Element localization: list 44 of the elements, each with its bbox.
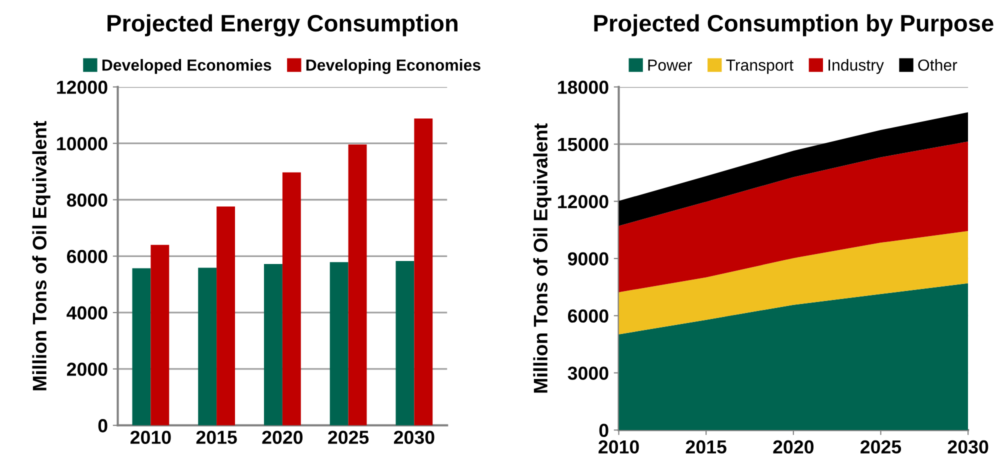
chart-title: Projected Consumption by Purpose (594, 14, 994, 36)
y-tick-label: 3000 (568, 366, 608, 380)
y-axis-title: Million Tons of Oil Equivalent (533, 123, 552, 393)
y-tick-label: 0 (599, 424, 608, 438)
y-tick-label: 4000 (66, 306, 108, 320)
legend-label: Other (918, 59, 958, 71)
chart-title: Projected Energy Consumption (108, 14, 458, 36)
bar (264, 264, 282, 426)
x-tick-label: 2030 (394, 430, 434, 444)
legend-label: Power (648, 60, 692, 71)
y-tick-label: 2000 (66, 362, 108, 376)
y-tick-label: 12000 (57, 80, 108, 94)
x-tick-label: 2010 (598, 440, 639, 454)
bar (198, 268, 217, 426)
y-tick-label: 6000 (568, 309, 608, 323)
legend-label: Developing Economies (306, 59, 480, 74)
y-tick-label: 9000 (568, 252, 608, 266)
y-tick-label: 15000 (558, 138, 608, 152)
x-tick-label: 2020 (262, 430, 303, 444)
bar (150, 244, 170, 426)
x-tick-label: 2030 (948, 440, 988, 454)
x-tick-label: 2025 (328, 430, 369, 444)
y-tick-label: 18000 (558, 80, 608, 94)
bar (282, 172, 301, 426)
bar (396, 260, 414, 426)
x-tick-label: 2015 (686, 440, 726, 454)
legend-label: Developed Economies (102, 59, 272, 74)
x-tick-label: 2020 (773, 440, 814, 454)
x-tick-label: 2010 (130, 430, 171, 444)
y-axis-title: Million Tons of Oil Equivalent (32, 120, 50, 390)
y-tick-label: 10000 (57, 137, 108, 150)
bar (414, 118, 433, 426)
y-tick-label: 6000 (67, 250, 108, 264)
y-tick-label: 12000 (558, 195, 608, 208)
legend-label: Transport (726, 60, 794, 74)
bar (330, 262, 348, 426)
x-tick-label: 2025 (860, 440, 902, 454)
bar (216, 206, 236, 426)
y-tick-label: 8000 (66, 193, 108, 207)
y-tick-label: 0 (98, 419, 108, 432)
x-tick-label: 2015 (196, 430, 237, 444)
bar (132, 268, 151, 426)
legend-label: Industry (828, 59, 884, 74)
bar (348, 144, 367, 426)
